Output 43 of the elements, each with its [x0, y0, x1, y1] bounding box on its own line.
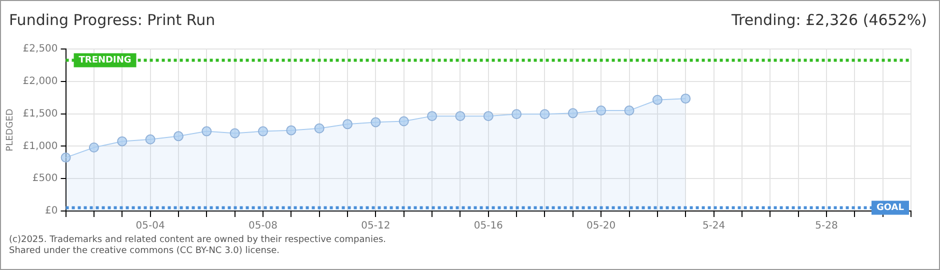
x-tick-label: 5-28 — [815, 220, 838, 232]
x-tick-label: 05-04 — [136, 220, 165, 232]
y-tick-label: £1,000 — [22, 140, 58, 152]
x-tick-label: 05-12 — [361, 220, 390, 232]
y-tick-label: £500 — [32, 173, 58, 184]
text: (c)2025. Trademarks and related content are owned by their respective companies. — [9, 235, 388, 246]
ref-line-label: TRENDING — [78, 56, 132, 66]
y-tick-label: £2,000 — [22, 76, 58, 87]
y-tick-label: £2,500 — [22, 44, 58, 55]
point — [568, 108, 578, 118]
point — [427, 111, 438, 122]
x-tick-label: 05-16 — [474, 220, 503, 232]
ref-line-label: GOAL — [876, 203, 904, 214]
x-tick-label: 5-24 — [702, 220, 726, 232]
point — [202, 126, 212, 136]
y-tick-label: £0 — [45, 206, 58, 217]
chart-subtitle: Trending: £2,326 (4652%) — [732, 11, 927, 31]
y-tick-label: £1,500 — [22, 108, 58, 120]
point — [624, 106, 634, 116]
x-tick-label: 05-20 — [586, 220, 616, 232]
point — [455, 111, 466, 122]
point — [60, 152, 71, 163]
point — [596, 106, 606, 116]
x-tick-label: 05-08 — [248, 220, 278, 232]
point — [512, 109, 522, 120]
point — [540, 109, 550, 120]
text: Shared under the creative commons (CC BY-NC 3.0) license. — [9, 246, 281, 257]
chart-title: Funding Progress: Print Run — [9, 11, 216, 31]
point — [230, 128, 240, 138]
point — [314, 123, 324, 134]
point — [88, 142, 99, 152]
point — [652, 94, 662, 105]
point — [370, 117, 381, 128]
point — [483, 111, 494, 122]
point — [258, 126, 268, 136]
point — [117, 136, 128, 146]
point — [398, 116, 409, 126]
point — [680, 94, 691, 104]
point — [286, 125, 296, 136]
point — [145, 134, 156, 144]
y-axis-title: PLEDGED — [6, 108, 16, 152]
point — [173, 131, 184, 142]
point — [342, 119, 353, 130]
